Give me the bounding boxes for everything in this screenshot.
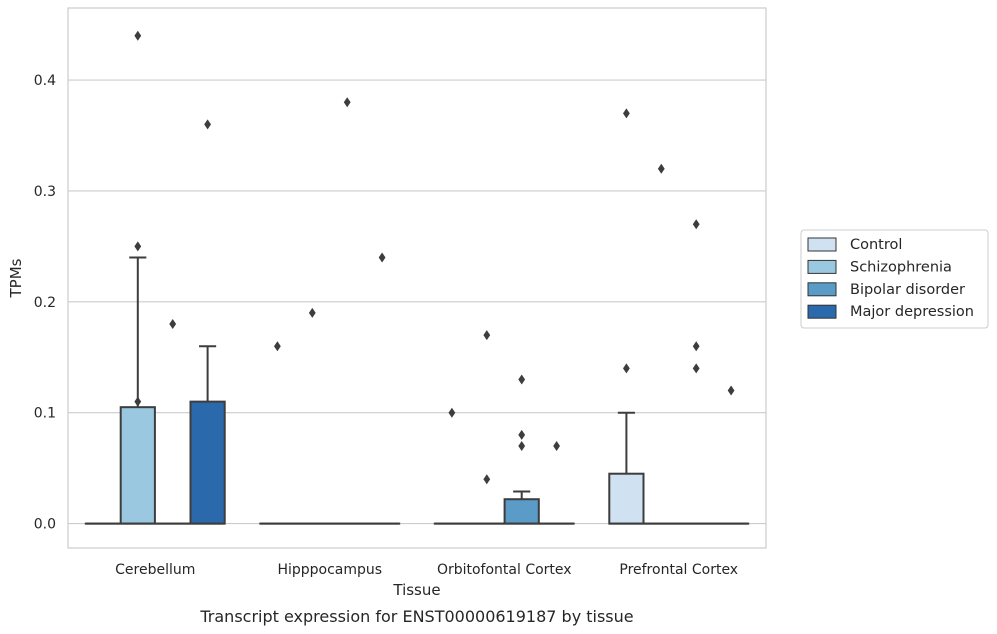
x-tick-label: Hipppocampus (277, 562, 382, 578)
box-schizophrenia (643, 163, 680, 525)
outlier-point (518, 429, 526, 440)
box-bipolar-disorder (154, 319, 191, 525)
legend-item: Bipolar disorder (807, 282, 965, 298)
outlier-point (448, 407, 456, 418)
grid-lines (68, 79, 766, 525)
outlier-point (692, 341, 700, 352)
outlier-point (518, 440, 526, 451)
legend-label: Schizophrenia (850, 259, 952, 275)
plot-area (84, 30, 750, 525)
y-tick-label: 0.3 (34, 184, 56, 200)
box-body (189, 400, 226, 525)
outlier-point (169, 319, 177, 330)
legend-label: Control (850, 237, 902, 253)
box-control (608, 108, 645, 525)
outlier-point (343, 97, 351, 108)
outlier-point (727, 385, 735, 396)
box-control (433, 407, 471, 525)
x-tick-label: Cerebellum (115, 562, 195, 578)
outlier-point (134, 30, 142, 41)
box-schizophrenia (294, 307, 331, 525)
outlier-point (134, 396, 142, 407)
box-schizophrenia (119, 30, 156, 525)
outlier-point (657, 163, 665, 174)
box-schizophrenia (468, 330, 505, 525)
box-body (503, 498, 540, 525)
x-axis-label: Tissue (392, 581, 440, 599)
y-axis-label: TPMs (7, 258, 25, 298)
outlier-point (692, 219, 700, 230)
outlier-point (518, 374, 526, 385)
box-major-depression (538, 440, 575, 525)
outlier-point (308, 307, 316, 318)
outlier-point (553, 440, 560, 451)
outlier-point (378, 252, 386, 263)
y-tick-label: 0.2 (34, 295, 56, 311)
box-bipolar-disorder (678, 219, 715, 525)
chart-caption: Transcript expression for ENST0000061918… (199, 607, 633, 626)
outlier-point (692, 363, 700, 374)
legend-swatch (807, 282, 837, 297)
outlier-point (483, 330, 491, 341)
box-major-depression (712, 385, 750, 525)
legend-swatch (807, 259, 837, 274)
x-tick-label: Prefrontal Cortex (619, 562, 738, 578)
legend-label: Bipolar disorder (850, 282, 965, 298)
box-bipolar-disorder (503, 374, 540, 525)
outlier-point (274, 341, 281, 352)
box-major-depression (363, 252, 401, 525)
outlier-point (204, 119, 211, 130)
legend-swatch (807, 237, 837, 252)
y-tick-label: 0.4 (34, 73, 56, 89)
y-tick-label: 0.0 (34, 517, 56, 533)
box-major-depression (189, 119, 226, 525)
legend-frame (800, 229, 989, 329)
box-body (608, 472, 645, 525)
outlier-point (623, 108, 630, 119)
outlier-point (134, 241, 142, 252)
outlier-point (483, 474, 491, 485)
legend-item: Major depression (807, 304, 974, 320)
y-axis-ticks: 0.0 0.1 0.2 0.3 0.4 (34, 73, 56, 533)
box-body (119, 406, 156, 525)
legend-item: Schizophrenia (807, 259, 952, 275)
x-tick-label: Orbitofontal Cortex (437, 562, 572, 578)
box-control (259, 341, 296, 525)
legend-label: Major depression (850, 304, 974, 320)
y-tick-label: 0.1 (34, 406, 56, 422)
legend-swatch (807, 304, 837, 319)
legend: Control Schizophrenia Bipolar disorder Majo… (800, 229, 989, 329)
x-axis-ticks: Cerebellum Hipppocampus Orbitofontal Corte… (115, 562, 738, 578)
legend-item: Control (807, 237, 902, 253)
outlier-point (623, 363, 630, 374)
box-bipolar-disorder (329, 97, 366, 525)
plot-frame (67, 7, 767, 549)
